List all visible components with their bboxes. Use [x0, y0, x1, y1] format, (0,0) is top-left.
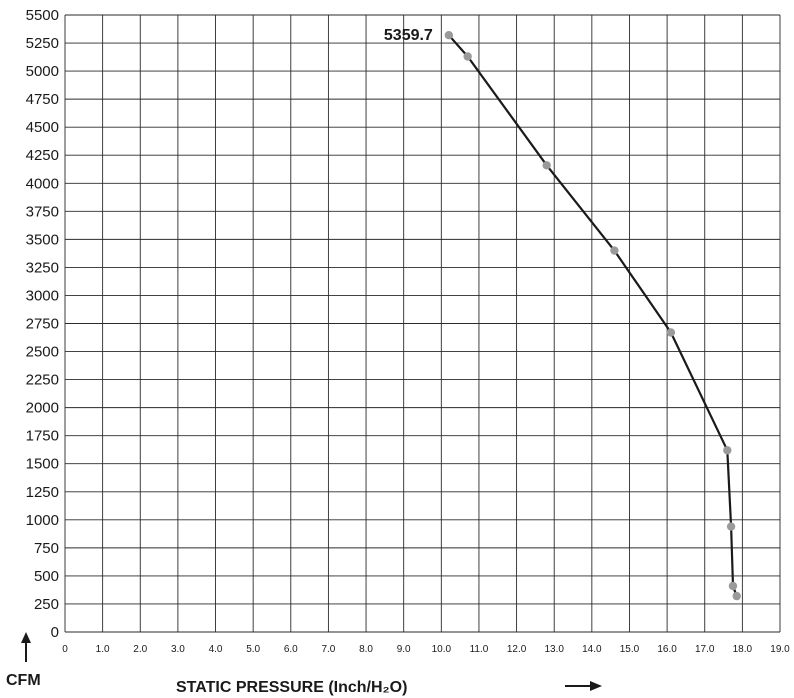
- x-tick-label: 18.0: [733, 644, 753, 655]
- x-tick-label: 3.0: [171, 644, 185, 655]
- x-tick-label: 2.0: [133, 644, 147, 655]
- y-tick-label: 250: [34, 596, 59, 613]
- data-point: [726, 522, 736, 531]
- y-axis-ticks: 0 250 500 750 1000 1250 1500 1750 2000 2250 2500 27…: [26, 7, 59, 641]
- annotations: 5359.7: [384, 27, 433, 44]
- data-point: [732, 591, 741, 601]
- y-tick-label: 1000: [26, 512, 59, 529]
- data-point: [728, 581, 738, 591]
- data-point: [723, 446, 732, 455]
- x-tick-label: 11.0: [470, 644, 489, 655]
- series: [444, 30, 741, 601]
- y-axis-arrowhead-icon: [21, 632, 31, 643]
- x-tick-label: 7.0: [321, 644, 335, 655]
- x-axis-ticks: 0 1.0 2.0 3.0 4.0 5.0 6.0 7.0 8.0 9.0 10.0 11.0 12.0…: [62, 644, 790, 655]
- x-axis-arrowhead-icon: [590, 681, 602, 691]
- y-tick-label: 1750: [26, 428, 59, 445]
- x-tick-label: 17.0: [695, 644, 715, 655]
- x-tick-label: 1.0: [96, 644, 110, 655]
- data-point: [610, 246, 619, 255]
- x-tick-label: 8.0: [359, 644, 373, 655]
- x-tick-label: 5.0: [246, 644, 260, 655]
- x-tick-label: 12.0: [507, 644, 527, 655]
- x-tick-label: 10.0: [432, 644, 452, 655]
- x-tick-label: 4.0: [209, 644, 223, 655]
- y-tick-label: 4250: [26, 147, 59, 164]
- data-point: [666, 328, 676, 337]
- series-line: [447, 34, 738, 597]
- y-tick-label: 5250: [26, 35, 59, 52]
- data-point: [463, 52, 472, 61]
- annotation-label: 5359.7: [384, 27, 433, 44]
- y-tick-label: 1500: [26, 456, 59, 473]
- y-tick-label: 3000: [26, 287, 59, 304]
- x-axis-title: STATIC PRESSURE (Inch/H₂O): [176, 679, 407, 696]
- x-tick-label: 6.0: [284, 644, 298, 655]
- x-tick-label: 13.0: [544, 644, 564, 655]
- data-point: [444, 30, 454, 40]
- y-tick-label: 3750: [26, 203, 59, 220]
- x-tick-label: 0: [62, 644, 68, 655]
- y-tick-label: 3250: [26, 259, 59, 276]
- y-tick-label: 3500: [26, 231, 59, 248]
- y-axis-title: CFM: [6, 672, 41, 689]
- y-tick-label: 2750: [26, 316, 59, 333]
- x-axis-title-group: STATIC PRESSURE (Inch/H₂O): [176, 679, 602, 696]
- y-tick-label: 2000: [26, 400, 59, 417]
- y-tick-label: 4500: [26, 119, 59, 136]
- y-tick-label: 4750: [26, 91, 59, 108]
- x-tick-label: 15.0: [620, 644, 640, 655]
- x-tick-label: 19.0: [770, 644, 790, 655]
- y-tick-label: 750: [34, 540, 59, 557]
- y-tick-label: 4000: [26, 175, 59, 192]
- x-tick-label: 9.0: [397, 644, 411, 655]
- y-tick-label: 2500: [26, 344, 59, 361]
- y-tick-label: 2250: [26, 372, 59, 389]
- y-tick-label: 5000: [26, 63, 59, 80]
- data-point: [542, 161, 551, 170]
- x-tick-label: 14.0: [582, 644, 602, 655]
- y-tick-label: 500: [34, 568, 59, 585]
- y-axis-title-group: CFM: [6, 632, 41, 689]
- grid: [64, 14, 781, 633]
- y-tick-label: 5500: [26, 7, 59, 24]
- x-tick-label: 16.0: [657, 644, 677, 655]
- y-tick-label: 0: [51, 624, 59, 641]
- y-tick-label: 1250: [26, 484, 59, 501]
